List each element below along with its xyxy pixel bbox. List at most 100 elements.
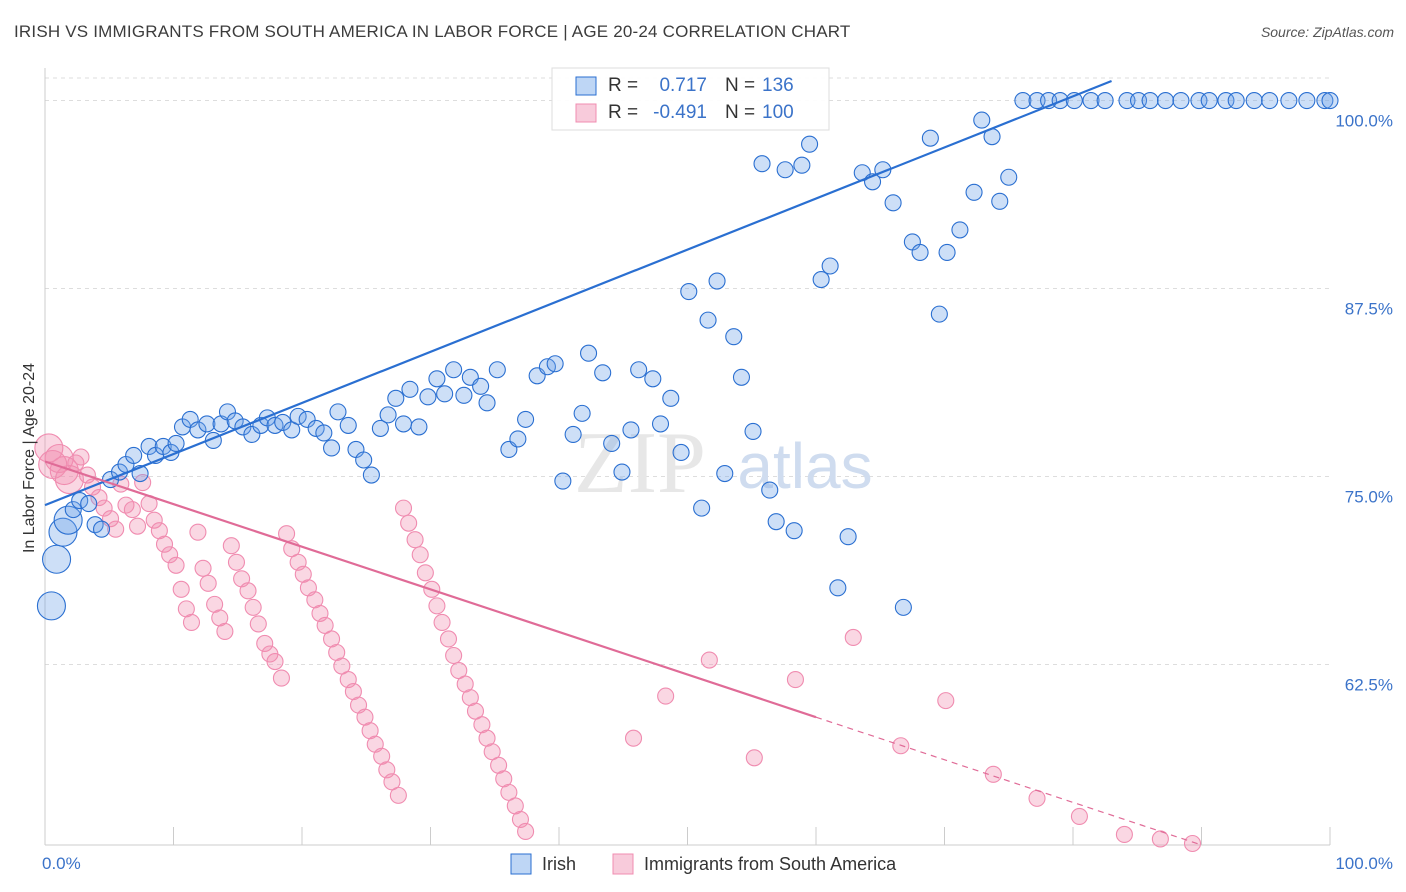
irish-point	[1000, 168, 1018, 186]
south-america-point	[394, 499, 413, 517]
irish-point	[546, 355, 564, 373]
south-america-point	[172, 580, 190, 598]
x-tick-label: 0.0%	[42, 854, 81, 873]
irish-point	[1298, 92, 1316, 110]
irish-point	[1028, 92, 1046, 110]
irish-point	[419, 388, 437, 406]
y-axis-label: In Labor Force | Age 20-24	[21, 362, 38, 554]
irish-point	[1321, 92, 1339, 110]
irish-point	[930, 305, 948, 323]
irish-point	[793, 156, 811, 174]
south-america-point	[433, 613, 451, 631]
irish-point	[744, 422, 762, 440]
legend-box: R = 0.717 N = 136 R = -0.491 N = 100	[551, 67, 830, 131]
irish-point	[1141, 92, 1159, 110]
south-america-point	[266, 652, 284, 671]
tick-labels: 62.5% 75.0% 87.5% 100.0% 0.0% 100.0%	[42, 112, 1393, 873]
irish-point	[445, 361, 463, 379]
south-america-point	[227, 553, 246, 571]
y-tick-label: 62.5%	[1345, 676, 1393, 695]
irish-point	[753, 155, 771, 173]
y-tick-label: 87.5%	[1345, 300, 1393, 319]
irish-point	[167, 434, 185, 453]
irish-point	[289, 407, 307, 425]
watermark-zip: ZIP	[574, 415, 706, 512]
south-america-point	[155, 535, 174, 553]
watermark-atlas: atlas	[737, 430, 872, 502]
irish-point	[140, 437, 158, 456]
irish-point	[965, 183, 983, 201]
legend-r-label: R =	[608, 102, 638, 123]
irish-point	[323, 439, 341, 457]
south-america-point	[189, 523, 207, 541]
south-america-point	[1115, 825, 1133, 844]
legend-r-value: 0.717	[659, 75, 707, 96]
chart-title: IRISH VS IMMIGRANTS FROM SOUTH AMERICA I…	[14, 22, 851, 41]
irish-point	[339, 416, 357, 434]
south-america-point	[406, 531, 424, 549]
south-america-point	[244, 598, 262, 616]
bottom-legend: Irish Immigrants from South America	[510, 853, 897, 875]
irish-point	[1316, 92, 1334, 110]
irish-point	[1261, 92, 1279, 110]
bottom-legend-swatch-south-america	[612, 853, 634, 875]
irish-point	[436, 385, 454, 403]
irish-point	[1217, 92, 1235, 110]
south-america-point	[128, 517, 147, 535]
irish-point	[64, 501, 82, 519]
south-america-point	[145, 511, 163, 529]
legend-n-value: 100	[762, 102, 794, 123]
irish-point	[725, 328, 743, 346]
irish-point	[554, 472, 572, 490]
south-america-point	[786, 671, 804, 689]
south-america-point	[624, 729, 643, 747]
irish-point	[839, 528, 857, 546]
irish-point	[1118, 92, 1136, 110]
irish-point	[401, 380, 419, 398]
irish-point	[1245, 92, 1263, 110]
south-america-point	[428, 597, 446, 615]
irish-point	[801, 135, 819, 153]
south-america-point	[389, 786, 407, 804]
irish-point	[973, 111, 991, 129]
y-tick-label: 75.0%	[1345, 488, 1393, 507]
south-america-point	[239, 582, 257, 600]
irish-point	[921, 129, 939, 147]
legend-n-value: 136	[762, 75, 794, 96]
series-south-america	[34, 433, 1202, 853]
watermark: ZIP atlas	[574, 415, 873, 512]
irish-point	[732, 368, 751, 386]
irish-point	[488, 361, 506, 379]
south-america-point	[95, 499, 113, 517]
legend-swatch-irish	[575, 76, 597, 96]
irish-point	[1096, 92, 1114, 110]
legend-frame	[551, 67, 830, 131]
irish-point	[894, 598, 912, 616]
irish-point	[680, 283, 698, 301]
south-america-point	[107, 520, 125, 538]
irish-point	[761, 481, 779, 499]
south-america-point	[416, 564, 434, 582]
south-america-trend-extension	[815, 716, 1202, 846]
irish-point	[699, 311, 717, 329]
irish-point	[71, 492, 89, 510]
irish-point	[622, 421, 640, 439]
south-america-point	[439, 630, 458, 648]
irish-point	[951, 221, 969, 239]
irish-point	[1200, 92, 1218, 110]
south-america-point	[123, 501, 141, 519]
irish-point	[594, 364, 612, 382]
irish-point	[812, 270, 830, 289]
legend-swatch-south-america	[575, 103, 597, 123]
south-america-point	[272, 669, 290, 687]
irish-point	[821, 257, 839, 275]
bottom-legend-label-irish: Irish	[542, 854, 576, 874]
south-america-point	[517, 822, 535, 841]
irish-point	[189, 421, 207, 439]
south-america-point	[194, 559, 212, 577]
irish-point	[355, 451, 373, 469]
south-america-point	[411, 546, 429, 564]
south-america-point	[937, 692, 955, 710]
irish-point	[1227, 92, 1245, 110]
